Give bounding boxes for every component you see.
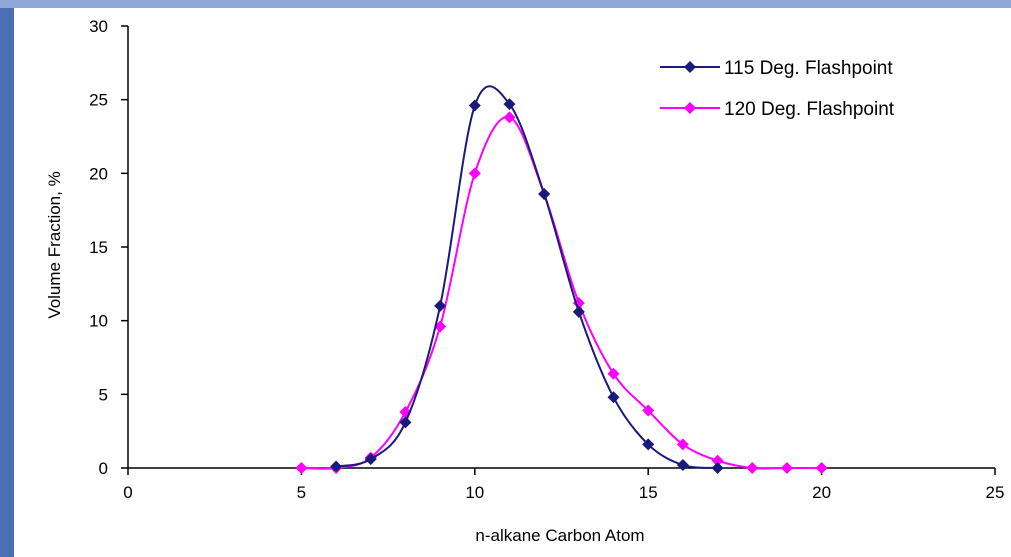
slide-top-band	[0, 0, 1011, 8]
legend: 115 Deg. Flashpoint 120 Deg. Flashpoint	[660, 58, 895, 120]
data-point-series-2	[711, 454, 724, 467]
x-tick-label: 10	[465, 483, 484, 502]
data-point-series-1	[434, 299, 447, 312]
axes: 0 5 10 15 20 25 30 0 5 10 15 20 25	[89, 17, 1004, 502]
data-point-series-1	[330, 460, 343, 473]
data-point-series-1	[538, 187, 551, 200]
series-layer	[295, 85, 828, 474]
data-point-series-2	[642, 404, 655, 417]
data-point-series-2	[607, 367, 620, 380]
x-tick-label: 5	[297, 483, 306, 502]
x-tick-label: 25	[986, 483, 1005, 502]
data-point-series-2	[503, 111, 516, 124]
data-point-series-1	[572, 305, 585, 318]
legend-label-2: 120 Deg. Flashpoint	[724, 99, 895, 120]
y-tick-label: 0	[99, 459, 108, 478]
data-point-series-1	[711, 462, 724, 474]
legend-label-1: 115 Deg. Flashpoint	[724, 58, 893, 79]
data-point-series-2	[295, 462, 308, 474]
y-tick-label: 10	[89, 312, 108, 331]
data-point-series-2	[780, 462, 793, 474]
x-tick-label: 0	[123, 483, 132, 502]
legend-marker-1	[684, 61, 696, 73]
data-point-series-1	[642, 438, 655, 451]
y-tick-label: 25	[89, 91, 108, 110]
data-point-series-2	[676, 438, 689, 451]
x-tick-label: 20	[812, 483, 831, 502]
data-point-series-1	[503, 98, 516, 111]
y-tick-label: 20	[89, 164, 108, 183]
legend-marker-2	[684, 102, 696, 114]
data-point-series-1	[399, 416, 412, 429]
y-tick-label: 5	[99, 385, 108, 404]
data-point-series-1	[676, 459, 689, 472]
y-axis-title: Volume Fraction, %	[45, 171, 64, 318]
data-point-series-2	[746, 462, 759, 474]
data-point-series-2	[815, 462, 828, 474]
y-tick-label: 30	[89, 17, 108, 36]
data-point-series-1	[364, 453, 377, 466]
slide-background-strip	[0, 0, 14, 557]
data-point-series-1	[468, 99, 481, 112]
x-tick-label: 15	[639, 483, 658, 502]
data-point-series-1	[607, 391, 620, 404]
x-axis-title: n-alkane Carbon Atom	[475, 526, 644, 545]
data-point-series-2	[468, 167, 481, 180]
y-tick-label: 15	[89, 238, 108, 257]
